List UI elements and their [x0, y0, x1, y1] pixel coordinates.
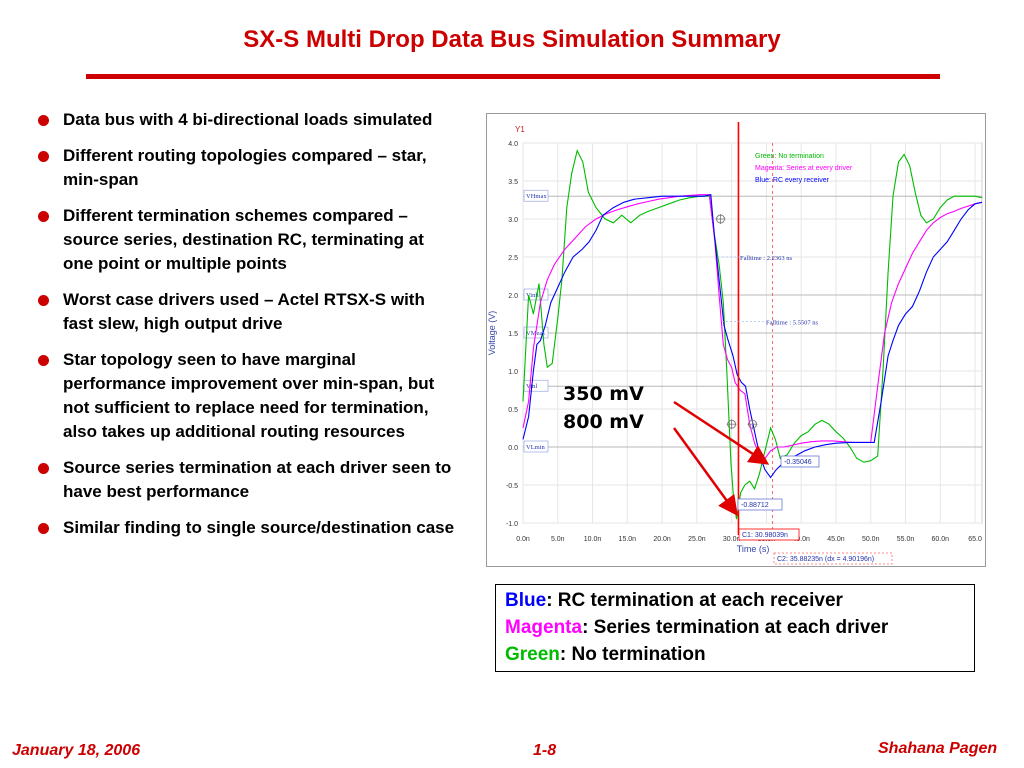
bullet-dot-icon	[38, 151, 49, 162]
value-box-1	[780, 455, 820, 468]
bullet-item: Different termination schemes compared –…	[38, 204, 458, 276]
legend-text-blue: : RC termination at each receiver	[546, 590, 843, 611]
bullet-item: Similar finding to single source/destina…	[38, 516, 458, 540]
bullet-text: Different termination schemes compared –…	[63, 206, 424, 273]
bullet-text: Star topology seen to have marginal perf…	[63, 350, 435, 441]
annotation-800mv: 800 mV	[563, 411, 644, 433]
x-tick-label: 10.0n	[584, 536, 602, 543]
y-tick-label: 0.5	[508, 407, 518, 414]
x-tick-label: 5.0n	[551, 536, 565, 543]
bullet-list: Data bus with 4 bi-directional loads sim…	[38, 108, 458, 552]
bullet-item: Worst case drivers used – Actel RTSX-S w…	[38, 288, 458, 336]
plot-legend-entry: Magenta: Series at every driver	[755, 165, 853, 172]
y-tick-label: 0.0	[508, 445, 518, 452]
value-label-1: -0.35046	[784, 459, 812, 466]
footer-date: January 18, 2006	[12, 742, 141, 759]
bullet-text: Worst case drivers used – Actel RTSX-S w…	[63, 290, 425, 333]
bullet-text: Source series termination at each driver…	[63, 458, 452, 501]
x-tick-label: 50.0n	[862, 536, 880, 543]
y-axis-title: Voltage (V)	[487, 311, 497, 356]
x-tick-label: 15.0n	[619, 536, 637, 543]
bullet-dot-icon	[38, 211, 49, 222]
termination-legend: Blue: RC termination at each receiver Ma…	[495, 584, 975, 672]
cursor-c1-box	[738, 528, 800, 541]
legend-row-blue: Blue: RC termination at each receiver	[505, 587, 974, 614]
x-tick-label: 60.0n	[932, 536, 950, 543]
bullet-item: Source series termination at each driver…	[38, 456, 458, 504]
y-tick-label: 3.5	[508, 179, 518, 186]
legend-text-green: : No termination	[559, 644, 706, 665]
threshold-label: VHmax	[526, 193, 547, 200]
y-tick-label: 2.0	[508, 293, 518, 300]
legend-text-magenta: : Series termination at each driver	[582, 617, 889, 638]
title-underline	[86, 74, 940, 79]
bullet-dot-icon	[38, 295, 49, 306]
y-axis-tag: Y1	[515, 125, 525, 134]
falltime-2-label: Falltime : 5.5507 ns	[766, 320, 818, 327]
bullet-item: Data bus with 4 bi-directional loads sim…	[38, 108, 458, 132]
falltime-1-label: Falltime : 2.2363 ns	[740, 255, 792, 262]
legend-row-green: Green: No termination	[505, 641, 974, 668]
waveform-plot-frame: 4.0 3.5 3.0 2.5 2.0 1.5 1.0 0.5 0.0 -0.5 -1.0 0.0n 5…	[486, 113, 986, 567]
bullet-dot-icon	[38, 355, 49, 366]
threshold-label: VLmin	[526, 444, 546, 451]
x-tick-label: 40.0n	[792, 536, 810, 543]
threshold-label-box	[523, 440, 549, 453]
value-label-2: -0.88712	[741, 502, 769, 509]
x-tick-label: 45.0n	[827, 536, 845, 543]
threshold-label-box	[523, 189, 549, 202]
y-tick-label: -0.5	[506, 483, 518, 490]
legend-word-magenta: Magenta	[505, 617, 583, 638]
x-tick-label: 25.0n	[688, 536, 706, 543]
legend-word-blue: Blue	[505, 590, 547, 611]
footer-page-number: 1-8	[533, 742, 557, 759]
bullet-text: Similar finding to single source/destina…	[63, 518, 455, 537]
value-box-2	[737, 498, 783, 511]
bullet-dot-icon	[38, 463, 49, 474]
bullet-dot-icon	[38, 115, 49, 126]
bullet-item: Star topology seen to have marginal perf…	[38, 348, 458, 444]
cursor-c1-label: C1: 30.98039n	[742, 532, 788, 539]
bullet-dot-icon	[38, 523, 49, 534]
bullet-text: Data bus with 4 bi-directional loads sim…	[63, 110, 433, 129]
x-tick-label: 65.0	[968, 536, 982, 543]
x-tick-label: 30.0n	[723, 536, 741, 543]
cursor-c2-box	[773, 552, 893, 565]
legend-word-green: Green	[505, 644, 560, 665]
x-tick-label: 20.0n	[653, 536, 671, 543]
x-tick-label: 0.0n	[516, 536, 530, 543]
slide-title: SX-S Multi Drop Data Bus Simulation Summ…	[243, 26, 781, 53]
bullet-text: Different routing topologies compared – …	[63, 146, 427, 189]
threshold-label: Vinh	[526, 292, 539, 299]
y-tick-label: -1.0	[506, 521, 518, 528]
waveform-plot: 4.0 3.5 3.0 2.5 2.0 1.5 1.0 0.5 0.0 -0.5 -1.0 0.0n 5…	[487, 122, 983, 565]
legend-row-magenta: Magenta: Series termination at each driv…	[505, 614, 974, 641]
y-tick-label: 3.0	[508, 217, 518, 224]
bullet-item: Different routing topologies compared – …	[38, 144, 458, 192]
x-axis-title: Time (s)	[737, 544, 770, 554]
y-tick-label: 1.0	[508, 369, 518, 376]
x-tick-label: 55.0n	[897, 536, 915, 543]
y-tick-label: 1.5	[508, 331, 518, 338]
plot-legend-entry: Green: No termination	[755, 153, 824, 160]
y-tick-label: 2.5	[508, 255, 518, 262]
annotation-350mv: 350 mV	[563, 383, 644, 405]
cursor-c2-label: C2: 35.88235n (dx = 4.90196n)	[777, 556, 874, 563]
series-line	[522, 148, 983, 520]
plot-legend-entry: Blue: RC every receiver	[755, 177, 830, 184]
footer-author: Shahana Pagen	[878, 740, 998, 757]
y-tick-label: 4.0	[508, 141, 518, 148]
